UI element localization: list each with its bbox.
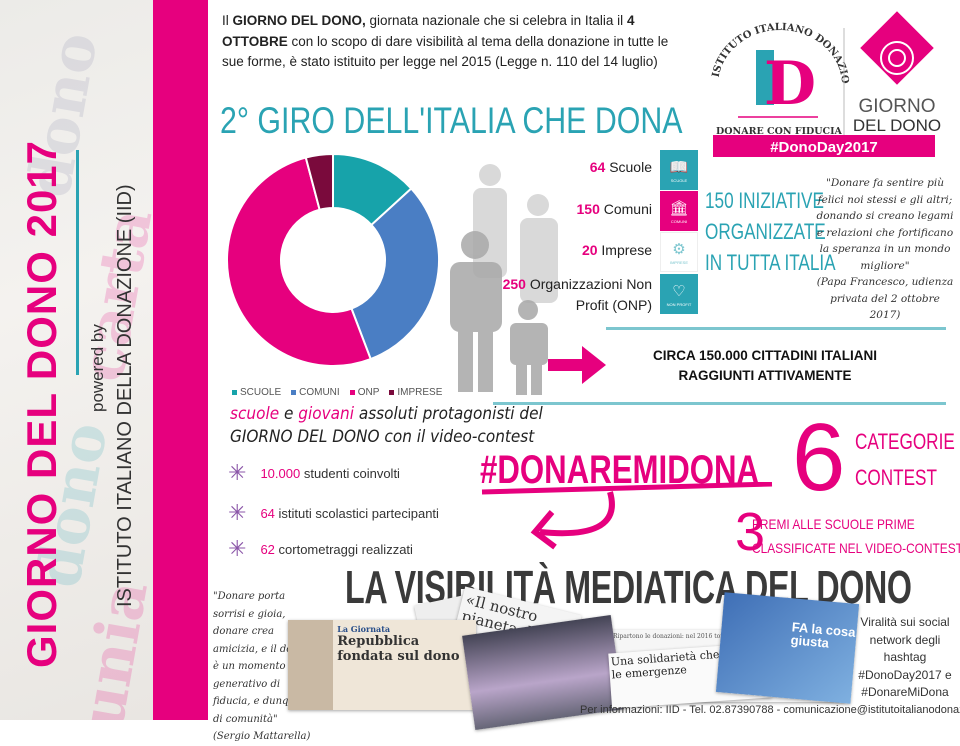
stat-onp: 250 Organizzazioni Non Profit (ONP) bbox=[502, 276, 652, 313]
asterisk-icon: ✳ bbox=[228, 500, 247, 525]
citizens-reached: CIRCA 150.000 CITTADINI ITALIANI RAGGIUNT… bbox=[652, 348, 878, 383]
legend-item: COMUNI bbox=[291, 387, 340, 398]
side-title: GIORNO DEL DONO 2017 bbox=[18, 139, 65, 668]
people-silhouettes-icon bbox=[450, 164, 558, 395]
footer-contacts: Per informazioni: IID - Tel. 02.87390788… bbox=[580, 704, 960, 716]
divider-line bbox=[76, 150, 79, 375]
categories-number: 6 bbox=[792, 404, 846, 511]
tv-screenshot: FA la cosa giusta bbox=[715, 592, 860, 704]
heart-icon: ♡ NON PROFIT bbox=[660, 274, 698, 314]
papa-quote: "Donare fa sentire più felici noi stessi… bbox=[816, 177, 954, 321]
stat-imprese: 20 Imprese bbox=[581, 242, 652, 258]
intro-paragraph: Il GIORNO DEL DONO, giornata nazionale c… bbox=[222, 13, 669, 69]
logo-i-bar bbox=[756, 50, 774, 105]
social-virality-text: Viralità sui social network degli hashta… bbox=[858, 615, 952, 699]
prizes-label: PREMI ALLE SCUOLE PRIME CLASSIFICATE NEL … bbox=[752, 516, 960, 556]
chart-legend: SCUOLE COMUNI ONP IMPRESE bbox=[232, 387, 442, 398]
donut-slice-comuni bbox=[350, 187, 440, 361]
gdd-line2: DEL DONO bbox=[853, 116, 941, 135]
logo-graphic: ISTITUTO ITALIANO DONAZIONE D DONARE CON… bbox=[703, 2, 941, 157]
donut-slice-imprese bbox=[304, 152, 334, 211]
powered-by-label: powered by bbox=[88, 324, 107, 412]
asterisk-icon: ✳ bbox=[228, 536, 247, 561]
donut-slice-onp bbox=[226, 156, 372, 367]
book-icon: 📖 SCUOLE bbox=[660, 150, 698, 190]
legend-item: ONP bbox=[349, 387, 380, 398]
categories-label: CATEGORIE CONTEST bbox=[855, 429, 955, 490]
logo-tagline: DONARE CON FIDUCIA bbox=[716, 126, 843, 137]
hashtag-banner bbox=[713, 135, 935, 157]
town-hall-icon: 🏛 COMUNI bbox=[660, 191, 698, 231]
prizes-number: 3 bbox=[735, 502, 766, 562]
legend-label: COMUNI bbox=[299, 387, 340, 398]
bullet-item: ✳ 62 cortometraggi realizzati bbox=[228, 536, 413, 561]
legend-swatch bbox=[389, 389, 395, 395]
logo-block: ISTITUTO ITALIANO DONAZIONE D DONARE CON… bbox=[703, 2, 943, 160]
gdd-diamond bbox=[860, 11, 934, 85]
photo-placeholder bbox=[288, 620, 334, 710]
legend-swatch bbox=[232, 389, 237, 395]
teal-divider bbox=[606, 327, 946, 330]
hashtag-text: #DonoDay2017 bbox=[770, 139, 878, 156]
legend-label: ONP bbox=[357, 387, 380, 398]
legend-label: SCUOLE bbox=[240, 387, 282, 398]
contest-intro: scuole e giovani assoluti protagonisti d… bbox=[230, 404, 543, 447]
curved-arrow-icon bbox=[481, 482, 773, 550]
clip-headline: Repubblica fondata sul dono bbox=[337, 634, 460, 664]
section-title: 2° GIRO DELL'ITALIA CHE DONA bbox=[220, 100, 683, 141]
institute-name: ISTITUTO ITALIANO DELLA DONAZIONE (IID) bbox=[114, 184, 136, 607]
legend-item: IMPRESE bbox=[389, 387, 442, 398]
legend-label: IMPRESE bbox=[397, 387, 443, 398]
asterisk-icon: ✳ bbox=[228, 460, 247, 485]
teal-divider bbox=[493, 402, 946, 405]
bullet-item: ✳ 64 istituti scolastici partecipanti bbox=[228, 500, 439, 525]
bullet-item: ✳ 10.000 studenti coinvolti bbox=[228, 460, 400, 485]
arrow-right-icon bbox=[548, 346, 606, 384]
gdd-line1: GIORNO bbox=[858, 96, 935, 117]
stat-comuni: 150 Comuni bbox=[576, 201, 653, 217]
press-clipping: La Giornata Repubblica fondata sul dono bbox=[288, 620, 476, 710]
iniziative-text: 150 INIZIATIVE ORGANIZZATE IN TUTTA ITALIA bbox=[705, 188, 836, 275]
clip-kicker: La Giornata bbox=[337, 624, 391, 634]
legend-swatch bbox=[349, 389, 355, 395]
gears-icon: ⚙ IMPRESE bbox=[660, 232, 698, 272]
stat-scuole: 64 Scuole bbox=[589, 159, 652, 175]
legend-item: SCUOLE bbox=[232, 387, 281, 398]
donut-chart bbox=[226, 152, 440, 367]
logo-d-letter: D bbox=[764, 49, 816, 119]
legend-swatch bbox=[291, 389, 297, 395]
pink-bar bbox=[153, 0, 208, 720]
